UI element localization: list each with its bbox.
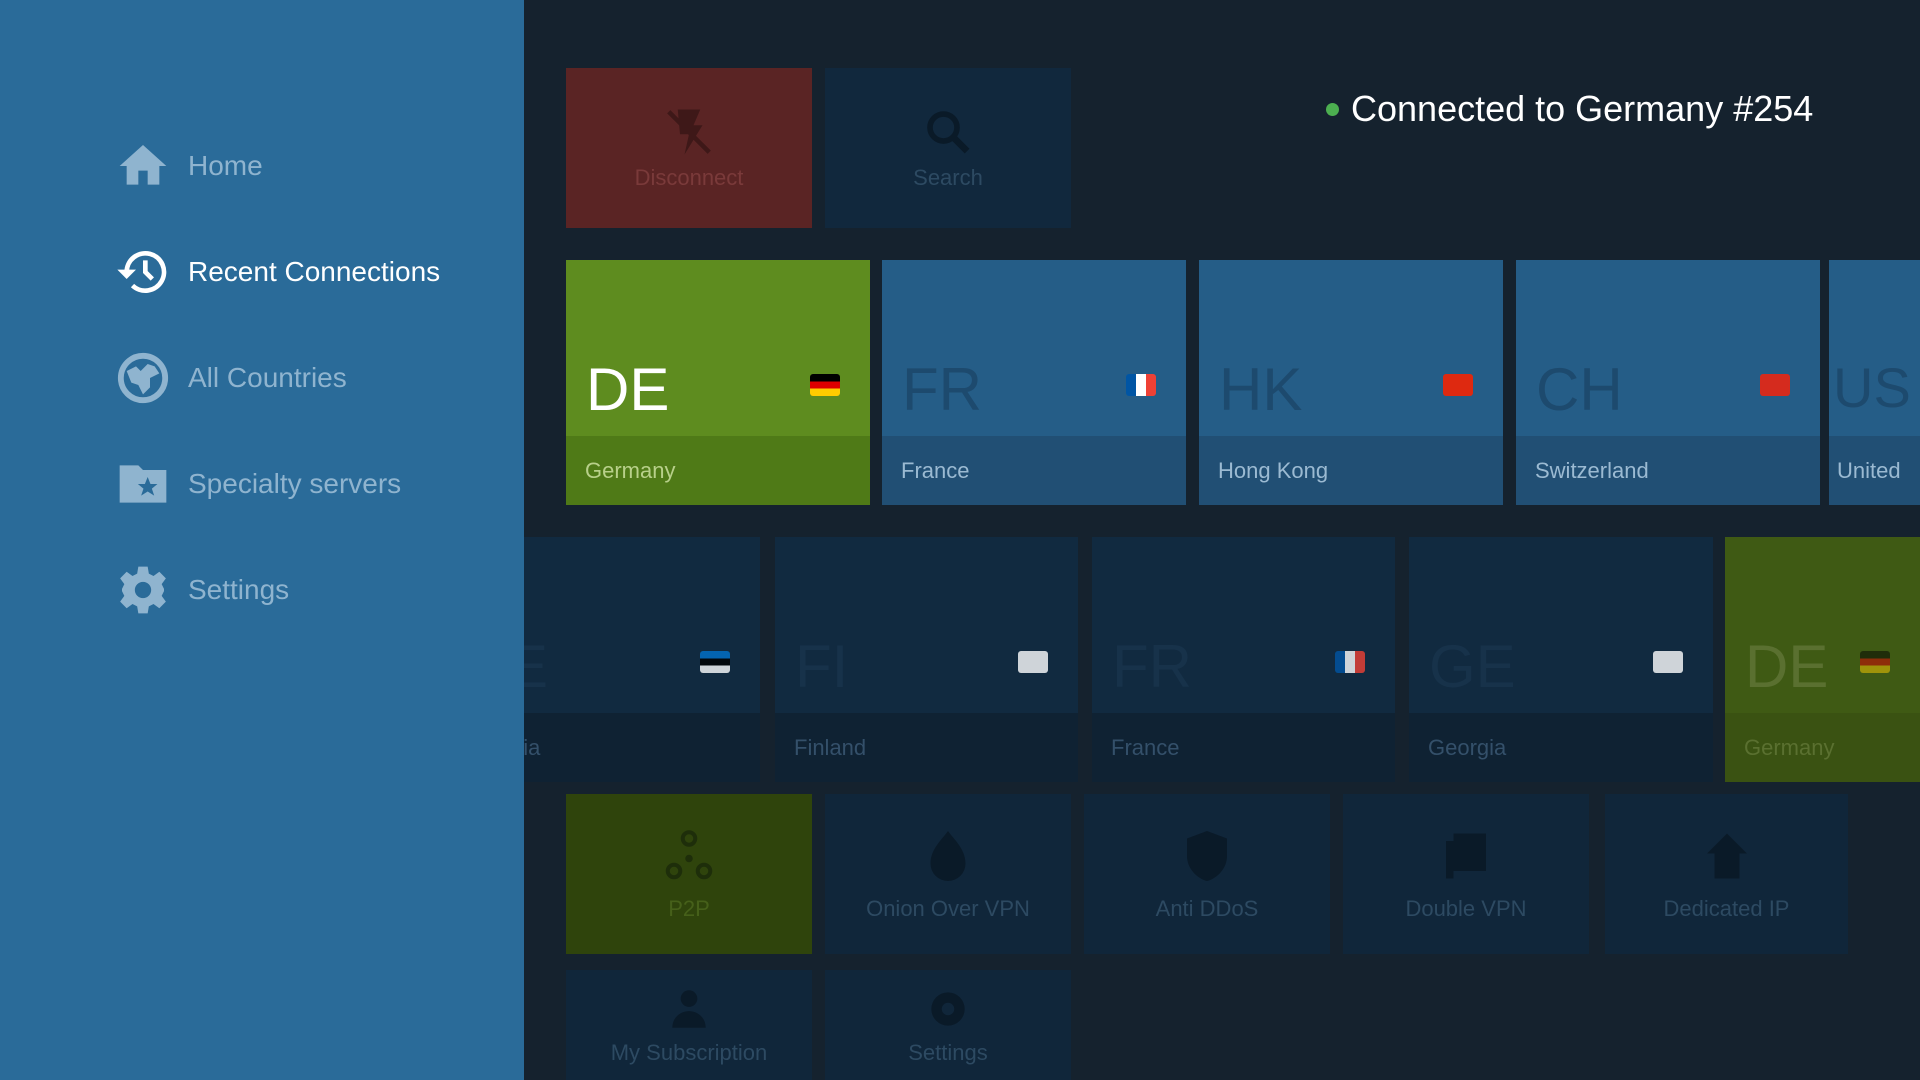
sidebar-item-home[interactable]: Home <box>115 136 263 196</box>
specialty-label: Settings <box>908 1040 988 1065</box>
flag-icon <box>1860 651 1890 673</box>
sidebar-item-recent-connections[interactable]: Recent Connections <box>115 242 440 302</box>
country-tile-switzerland[interactable]: CH Switzerland <box>1516 260 1820 505</box>
sidebar-item-label: Home <box>188 150 263 181</box>
specialty-tile-anti-ddos[interactable]: Anti DDoS <box>1084 794 1330 954</box>
country-tile-germany[interactable]: DE Germany <box>1725 537 1920 782</box>
search-icon <box>927 111 970 154</box>
sidebar-item-label: Specialty servers <box>188 468 402 499</box>
flag-icon <box>1760 374 1790 396</box>
status-text: Connected to Germany #254 <box>1351 88 1814 129</box>
gear-icon <box>931 992 965 1026</box>
specialty-tile-settings[interactable]: Settings <box>825 970 1071 1080</box>
disconnect-button[interactable]: Disconnect <box>566 68 812 228</box>
country-name: Georgia <box>1409 713 1713 782</box>
flag-icon <box>700 651 730 673</box>
country-code: DE <box>586 356 670 423</box>
specialty-tile-p2p[interactable]: P2P <box>566 794 812 954</box>
flag-icon <box>1126 374 1156 396</box>
specialty-tile-onion-over-vpn[interactable]: Onion Over VPN <box>825 794 1071 954</box>
country-name: United <box>1829 436 1920 505</box>
sidebar-item-label: Recent Connections <box>188 256 441 287</box>
status-dot <box>1326 102 1339 116</box>
country-tile-france[interactable]: FR France <box>882 260 1186 505</box>
folder-star-icon <box>119 465 167 503</box>
country-tile-germany[interactable]: DE Germany <box>566 260 870 505</box>
specialty-label: P2P <box>668 896 710 921</box>
gear-icon <box>120 566 166 614</box>
flash-off-icon <box>667 109 711 155</box>
specialty-label: Anti DDoS <box>1155 896 1259 921</box>
user-icon <box>672 990 706 1028</box>
sidebar-item-label: All Countries <box>188 362 347 393</box>
country-name: Switzerland <box>1516 436 1820 505</box>
double-vpn-icon <box>1446 833 1486 879</box>
home-icon <box>119 145 167 185</box>
specialty-tile-my-subscription[interactable]: My Subscription <box>566 970 812 1080</box>
flag-icon <box>1335 651 1365 673</box>
sidebar: Home Recent Connections All Countries Sp… <box>0 0 524 1080</box>
country-code: FR <box>1112 633 1192 700</box>
globe-icon <box>117 352 169 404</box>
country-tile-united[interactable]: US United <box>1829 260 1920 505</box>
search-label: Search <box>913 165 983 190</box>
search-button[interactable]: Search <box>825 68 1071 228</box>
sidebar-item-label: Settings <box>188 574 290 605</box>
history-icon <box>117 251 167 293</box>
specialty-tile-dedicated-ip[interactable]: Dedicated IP <box>1605 794 1848 954</box>
country-name: Germany <box>566 436 870 505</box>
country-tile-hong-kong[interactable]: HK Hong Kong <box>1199 260 1503 505</box>
country-name: France <box>1092 713 1395 782</box>
p2p-icon <box>665 830 713 880</box>
house-icon <box>1706 833 1747 879</box>
country-code: FR <box>902 356 982 423</box>
flag-icon <box>810 374 840 396</box>
country-name: France <box>882 436 1186 505</box>
specialty-label: Double VPN <box>1405 896 1527 921</box>
country-code: CH <box>1536 356 1623 423</box>
country-name: Germany <box>1725 713 1920 782</box>
country-name: Finland <box>775 713 1078 782</box>
sidebar-item-specialty-servers[interactable]: Specialty servers <box>115 454 401 514</box>
specialty-label: Onion Over VPN <box>866 896 1030 921</box>
shield-icon <box>1187 831 1227 881</box>
flag-icon <box>1653 651 1683 673</box>
country-tile-georgia[interactable]: GE Georgia <box>1409 537 1713 782</box>
country-code: GE <box>1429 633 1516 700</box>
country-tile-finland[interactable]: FI Finland <box>775 537 1078 782</box>
country-name: Hong Kong <box>1199 436 1503 505</box>
country-tile-france[interactable]: FR France <box>1092 537 1395 782</box>
onion-icon <box>930 831 966 881</box>
connection-status: Connected to Germany #254 <box>1326 88 1813 130</box>
country-code: HK <box>1219 356 1303 423</box>
country-code: FI <box>795 633 849 700</box>
specialty-label: My Subscription <box>610 1040 768 1065</box>
sidebar-item-all-countries[interactable]: All Countries <box>115 348 347 408</box>
sidebar-item-settings[interactable]: Settings <box>115 560 289 620</box>
specialty-label: Dedicated IP <box>1663 896 1790 921</box>
country-code: DE <box>1745 633 1829 700</box>
flag-icon <box>1443 374 1473 396</box>
specialty-tile-double-vpn[interactable]: Double VPN <box>1343 794 1589 954</box>
flag-icon <box>1018 651 1048 673</box>
country-code: US <box>1833 356 1911 419</box>
disconnect-label: Disconnect <box>634 165 744 190</box>
